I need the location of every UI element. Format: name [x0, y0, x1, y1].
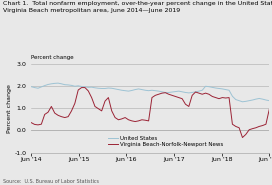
United States	[184, 91, 187, 94]
Text: Chart 1.  Total nonfarm employment, over-the-year percent change in the United S: Chart 1. Total nonfarm employment, over-…	[3, 1, 272, 6]
Text: Percent change: Percent change	[31, 55, 74, 60]
United States	[254, 98, 258, 100]
United States	[167, 91, 170, 94]
Virginia Beach-Norfolk-Newport News	[241, 136, 244, 139]
Y-axis label: Percent change: Percent change	[7, 84, 12, 133]
Text: Source:  U.S. Bureau of Labor Statistics: Source: U.S. Bureau of Labor Statistics	[3, 179, 99, 184]
United States	[268, 100, 271, 102]
Virginia Beach-Norfolk-Newport News	[167, 93, 170, 95]
United States	[194, 91, 197, 93]
Legend: United States, Virginia Beach-Norfolk-Newport News: United States, Virginia Beach-Norfolk-Ne…	[106, 133, 225, 149]
United States	[67, 84, 70, 86]
United States	[30, 86, 33, 88]
Virginia Beach-Norfolk-Newport News	[184, 103, 187, 105]
Text: Virginia Beach metropolitan area, June 2014—June 2019: Virginia Beach metropolitan area, June 2…	[3, 8, 180, 13]
Virginia Beach-Norfolk-Newport News	[254, 127, 258, 129]
Virginia Beach-Norfolk-Newport News	[194, 91, 197, 93]
United States	[113, 88, 117, 90]
Virginia Beach-Norfolk-Newport News	[63, 116, 66, 119]
Virginia Beach-Norfolk-Newport News	[80, 86, 83, 89]
Virginia Beach-Norfolk-Newport News	[268, 108, 271, 110]
Line: United States: United States	[31, 83, 269, 102]
Line: Virginia Beach-Norfolk-Newport News: Virginia Beach-Norfolk-Newport News	[31, 88, 269, 137]
Virginia Beach-Norfolk-Newport News	[113, 116, 117, 119]
United States	[57, 82, 60, 84]
United States	[241, 101, 244, 103]
Virginia Beach-Norfolk-Newport News	[30, 122, 33, 124]
